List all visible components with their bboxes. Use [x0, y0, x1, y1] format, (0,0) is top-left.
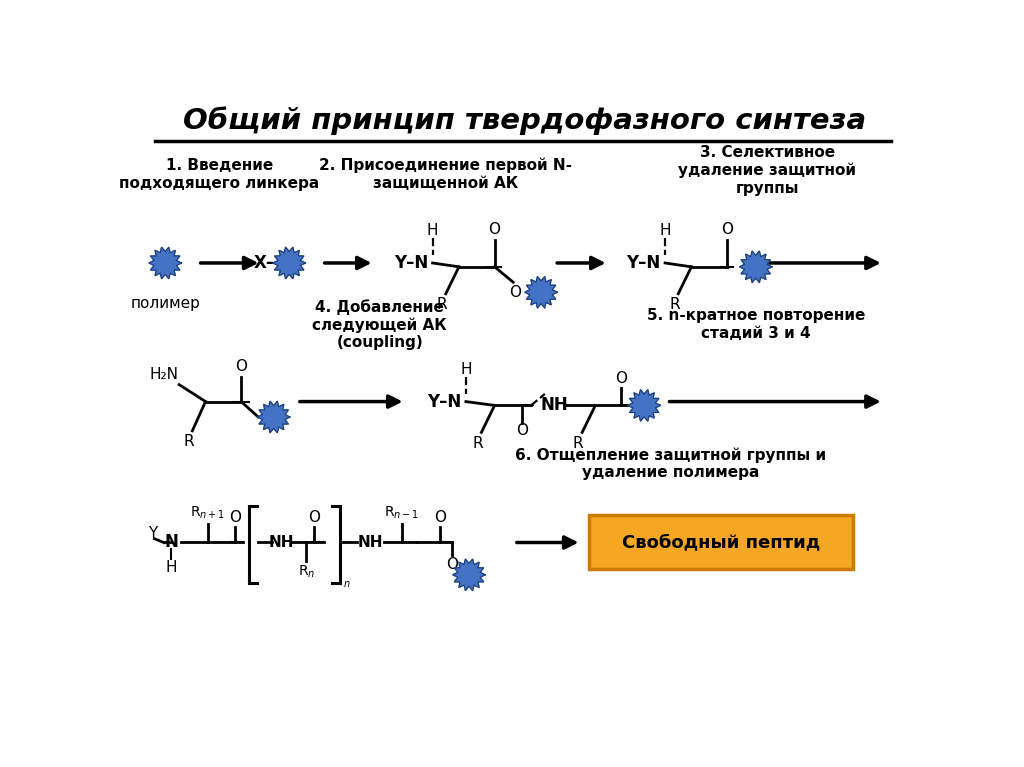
- Text: R$_{n+1}$: R$_{n+1}$: [190, 505, 225, 522]
- Text: 4. Добавление
следующей АК
(coupling): 4. Добавление следующей АК (coupling): [312, 299, 447, 351]
- Text: 3. Селективное
удаление защитной
группы: 3. Селективное удаление защитной группы: [678, 146, 856, 196]
- Polygon shape: [739, 251, 772, 282]
- Text: Y–N: Y–N: [394, 254, 428, 272]
- Text: Y–N: Y–N: [627, 254, 660, 272]
- Text: R$_{n-1}$: R$_{n-1}$: [384, 505, 419, 522]
- Text: полимер: полимер: [130, 295, 200, 311]
- Polygon shape: [453, 559, 485, 591]
- Text: R: R: [669, 297, 680, 312]
- Text: H₂N: H₂N: [150, 367, 179, 382]
- Text: NH: NH: [357, 535, 383, 550]
- Text: 5. n-кратное повторение
стадий 3 и 4: 5. n-кратное повторение стадий 3 и 4: [646, 308, 865, 341]
- Text: Y: Y: [148, 525, 158, 541]
- Text: O: O: [614, 371, 627, 386]
- Text: H: H: [460, 362, 472, 377]
- Text: R: R: [183, 434, 194, 449]
- Text: R: R: [472, 436, 483, 451]
- Polygon shape: [628, 390, 660, 421]
- Text: Y–N: Y–N: [427, 393, 462, 410]
- Text: H: H: [427, 223, 438, 238]
- Text: R$_n$: R$_n$: [298, 564, 315, 580]
- Text: O: O: [488, 222, 501, 236]
- Text: O: O: [434, 510, 446, 525]
- Text: 1. Введение
подходящего линкера: 1. Введение подходящего линкера: [120, 158, 319, 191]
- Text: $_n$: $_n$: [343, 575, 351, 590]
- Text: Общий принцип твердофазного синтеза: Общий принцип твердофазного синтеза: [183, 106, 866, 135]
- Text: H: H: [166, 560, 177, 574]
- Text: R: R: [573, 436, 584, 451]
- Polygon shape: [257, 401, 290, 433]
- Polygon shape: [524, 276, 557, 308]
- Text: O: O: [229, 510, 241, 525]
- FancyBboxPatch shape: [589, 515, 853, 569]
- Text: 2. Присоединение первой N-
защищенной АК: 2. Присоединение первой N- защищенной АК: [319, 158, 572, 191]
- Text: O: O: [308, 510, 319, 525]
- Text: NH: NH: [268, 535, 294, 550]
- Polygon shape: [273, 247, 305, 278]
- Polygon shape: [148, 247, 181, 278]
- Text: 6. Отщепление защитной группы и
удаление полимера: 6. Отщепление защитной группы и удаление…: [515, 447, 826, 480]
- Text: O: O: [445, 557, 458, 571]
- Text: H: H: [659, 223, 671, 238]
- Text: X–: X–: [254, 254, 275, 272]
- Text: O: O: [509, 285, 521, 300]
- Text: O: O: [236, 359, 247, 374]
- Text: NH: NH: [541, 397, 568, 414]
- Text: Свободный пептид: Свободный пептид: [622, 534, 820, 551]
- Text: O: O: [721, 222, 733, 236]
- Text: N: N: [165, 534, 178, 551]
- Text: R: R: [436, 297, 447, 312]
- Text: O: O: [516, 423, 527, 438]
